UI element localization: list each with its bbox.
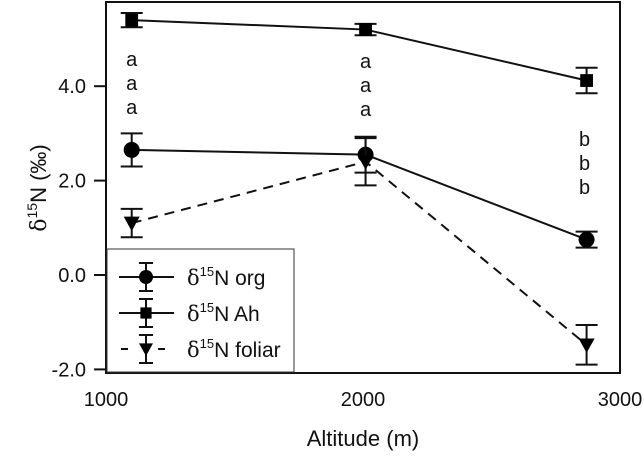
series-square [120, 12, 598, 95]
legend-item: δ15N Ah [119, 298, 260, 328]
y-axis-title: δ15N (‰) [24, 144, 52, 231]
significance-letter: a [126, 73, 138, 95]
x-tick-label: 1000 [84, 389, 129, 411]
significance-letter: a [126, 49, 138, 71]
legend-item: δ15N org [119, 262, 265, 292]
x-axis-title: Altitude (m) [307, 426, 419, 451]
significance-letter: a [360, 99, 372, 121]
series-circle [120, 132, 598, 249]
y-tick-label: 0.0 [58, 265, 86, 287]
svg-text:δ15N Ah: δ15N Ah [187, 300, 260, 326]
significance-letter: a [126, 97, 138, 119]
significance-letter: b [579, 153, 590, 175]
significance-letter: a [360, 51, 372, 73]
svg-text:δ15N foliar: δ15N foliar [187, 336, 281, 362]
series-triangle-down [120, 137, 598, 366]
significance-letter: b [579, 129, 590, 151]
y-tick-label: 4.0 [58, 76, 86, 98]
x-tick-label: 3000 [598, 389, 643, 411]
significance-letter: b [579, 177, 590, 199]
data-series [120, 12, 598, 366]
x-tick-label: 2000 [341, 389, 386, 411]
significance-letter: a [360, 75, 372, 97]
svg-text:δ15N (‰): δ15N (‰) [24, 144, 52, 231]
svg-text:δ15N org: δ15N org [187, 264, 265, 290]
x-axis-ticks: 1000 2000 3000 [84, 389, 643, 411]
y-tick-label: -2.0 [52, 359, 86, 381]
legend-item: δ15N foliar [121, 334, 281, 364]
plot-frame [105, 1, 621, 374]
y-tick-label: 2.0 [58, 171, 86, 193]
y-axis-ticks: -2.0 0.0 2.0 4.0 [52, 76, 106, 381]
legend: δ15N org δ15N Ah δ15N foliar [106, 248, 295, 373]
